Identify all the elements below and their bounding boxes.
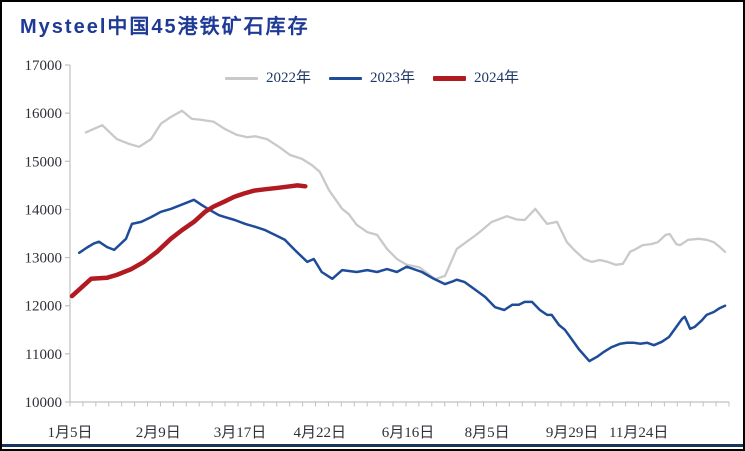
x-axis-label: 8月5日 bbox=[465, 425, 510, 441]
legend-label-2023: 2023年 bbox=[369, 70, 415, 86]
legend-label-2024: 2024年 bbox=[474, 70, 520, 86]
x-axis-label: 6月16日 bbox=[382, 425, 435, 441]
x-axis-label: 1月5日 bbox=[47, 425, 92, 441]
y-axis-label: 14000 bbox=[25, 202, 63, 218]
x-axis-label: 11月24日 bbox=[609, 425, 668, 441]
legend-item-2022: 2022年 bbox=[224, 68, 311, 88]
legend-item-2023: 2023年 bbox=[328, 68, 415, 88]
legend-line-swatch-2023 bbox=[328, 76, 362, 80]
series-line-2024年 bbox=[69, 183, 308, 299]
y-axis-label: 16000 bbox=[25, 106, 63, 122]
y-axis-label: 17000 bbox=[25, 58, 63, 74]
bottom-separator bbox=[2, 444, 743, 447]
x-axis-label: 3月17日 bbox=[214, 425, 267, 441]
y-axis-label: 10000 bbox=[25, 395, 63, 411]
chart-legend: 2022年 2023年 2024年 bbox=[42, 68, 702, 88]
x-axis-label: 9月29日 bbox=[546, 425, 599, 441]
y-axis-label: 13000 bbox=[25, 251, 63, 267]
x-axis-label: 2月9日 bbox=[136, 425, 181, 441]
legend-line-swatch-2024 bbox=[433, 75, 466, 81]
y-axis-label: 11000 bbox=[25, 347, 62, 363]
legend-line-swatch-2022 bbox=[224, 76, 258, 80]
y-axis-label: 15000 bbox=[25, 154, 63, 170]
series-line-2022年 bbox=[84, 109, 727, 281]
series-line-2023年 bbox=[77, 198, 727, 363]
y-axis-label: 12000 bbox=[25, 299, 63, 315]
chart-title: Mysteel中国45港铁矿石库存 bbox=[20, 16, 310, 38]
x-axis-label: 4月22日 bbox=[294, 425, 347, 441]
legend-label-2022: 2022年 bbox=[265, 70, 311, 86]
legend-item-2024: 2024年 bbox=[433, 68, 519, 88]
